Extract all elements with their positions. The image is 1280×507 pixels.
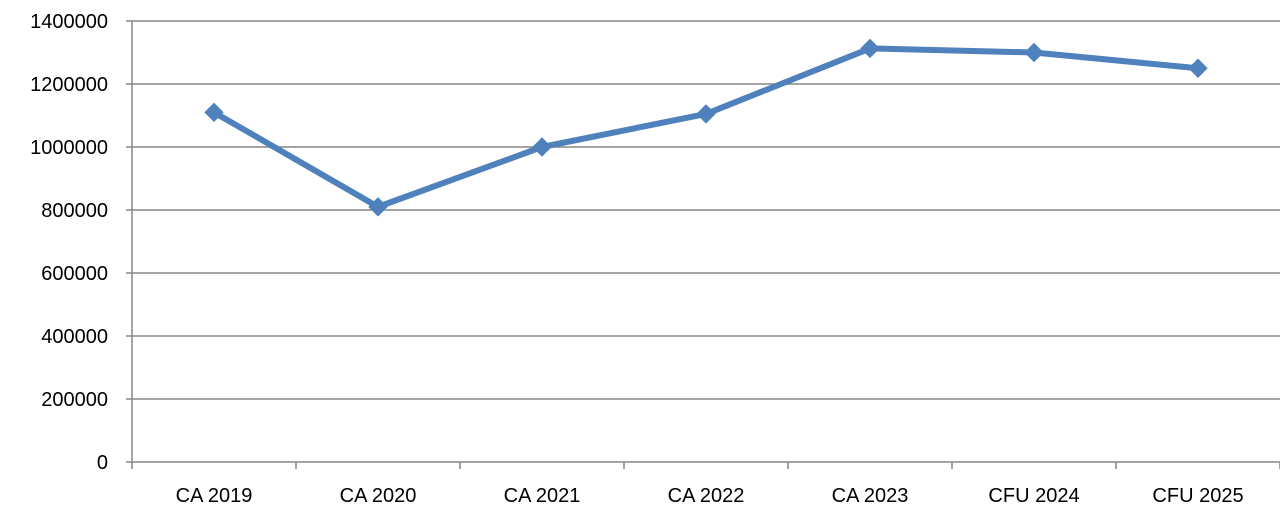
y-tick-label: 1400000 <box>30 11 108 33</box>
data-point-marker <box>532 137 552 157</box>
gridlines <box>132 20 1280 400</box>
y-tick-label: 800000 <box>41 200 108 222</box>
data-point-marker <box>696 104 716 124</box>
series-line <box>211 45 1201 210</box>
x-tick-label: CA 2019 <box>176 485 253 507</box>
y-tick-label: 600000 <box>41 263 108 285</box>
x-tick-label: CFU 2025 <box>1152 485 1243 507</box>
y-tick-label: 1200000 <box>30 74 108 96</box>
y-tick-label: 200000 <box>41 389 108 411</box>
x-tick-label: CFU 2024 <box>988 485 1079 507</box>
data-point-marker <box>204 102 224 123</box>
x-tick-label: CA 2020 <box>340 485 417 507</box>
data-point-marker <box>1024 42 1044 63</box>
series-layer <box>204 38 1208 217</box>
axes <box>126 20 1280 469</box>
data-point-marker <box>368 197 388 217</box>
x-tick-labels: CA 2019 CA 2020 CA 2021 CA 2022 CA 2023 CFU 2… <box>176 485 1244 507</box>
y-tick-label: 0 <box>97 452 108 474</box>
x-tick-label: CA 2021 <box>504 485 581 507</box>
x-tick-label: CA 2023 <box>832 485 909 507</box>
y-tick-labels: 0 200000 400000 600000 800000 1000000 1200000 1… <box>30 11 108 474</box>
y-tick-label: 400000 <box>41 326 108 348</box>
y-tick-label: 1000000 <box>30 137 108 159</box>
data-point-marker <box>860 38 880 59</box>
x-tick-label: CA 2022 <box>668 485 745 507</box>
data-point-marker <box>1188 58 1208 78</box>
